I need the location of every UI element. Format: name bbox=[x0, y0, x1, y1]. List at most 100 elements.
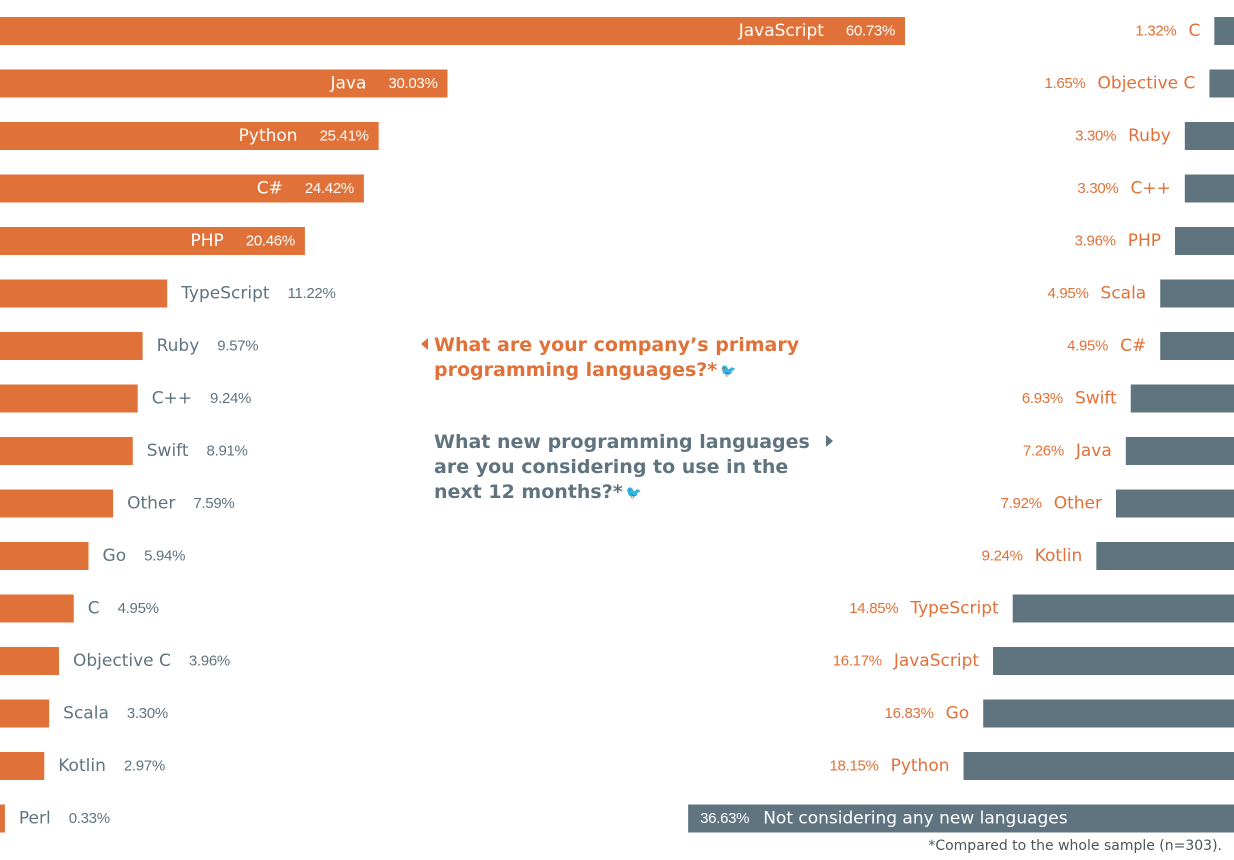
bar-primary-objective-c bbox=[0, 647, 60, 675]
category-label-new-c: C# bbox=[1120, 336, 1146, 356]
bar-new-not-considering-any-new-languages bbox=[688, 804, 1234, 833]
value-label-new-c: 4.95% bbox=[1067, 338, 1108, 355]
value-label-new-javascript: 16.17% bbox=[833, 653, 882, 670]
category-label-primary-other: Other bbox=[127, 494, 175, 514]
category-label-primary-java: Java bbox=[330, 74, 367, 94]
value-label-primary-scala: 3.30% bbox=[127, 705, 168, 722]
category-label-primary-objective-c: Objective C bbox=[73, 651, 171, 671]
category-label-new-typescript: TypeScript bbox=[909, 599, 999, 619]
bar-primary-java bbox=[0, 69, 448, 98]
twitter-bird-icon[interactable]: 🐦 bbox=[625, 486, 642, 501]
bar-new-javascript bbox=[993, 647, 1234, 675]
category-label-primary-perl: Perl bbox=[19, 809, 51, 829]
primary-languages-question: What are your company’s primary programm… bbox=[434, 333, 824, 384]
bar-primary-swift bbox=[0, 437, 133, 465]
value-label-primary-kotlin: 2.97% bbox=[124, 758, 165, 775]
category-label-new-c: C++ bbox=[1130, 179, 1170, 199]
value-label-new-c: 1.32% bbox=[1135, 23, 1176, 40]
category-label-new-ruby: Ruby bbox=[1128, 126, 1171, 146]
bar-new-other bbox=[1115, 489, 1234, 518]
footnote: *Compared to the whole sample (n=303). bbox=[928, 838, 1222, 854]
category-label-new-java: Java bbox=[1075, 441, 1112, 461]
category-label-primary-c: C bbox=[88, 599, 100, 619]
bar-new-ruby bbox=[1184, 122, 1234, 150]
value-label-primary-c: 24.42% bbox=[305, 180, 354, 197]
value-label-primary-typescript: 11.22% bbox=[288, 285, 336, 302]
bar-primary-perl bbox=[0, 804, 5, 833]
bar-primary-typescript bbox=[0, 279, 168, 308]
value-label-primary-c: 9.24% bbox=[210, 390, 251, 407]
value-label-primary-other: 7.59% bbox=[193, 495, 234, 512]
value-label-new-kotlin: 9.24% bbox=[982, 548, 1023, 565]
value-label-new-c: 3.30% bbox=[1077, 180, 1118, 197]
bar-new-c bbox=[1184, 174, 1234, 203]
value-label-new-swift: 6.93% bbox=[1022, 390, 1063, 407]
category-label-primary-go: Go bbox=[103, 546, 127, 566]
bar-primary-other bbox=[0, 489, 114, 518]
value-label-primary-ruby: 9.57% bbox=[217, 338, 258, 355]
bar-primary-python bbox=[0, 122, 379, 150]
bar-primary-ruby bbox=[0, 332, 143, 360]
value-label-primary-go: 5.94% bbox=[144, 548, 185, 565]
bar-primary-javascript bbox=[0, 17, 905, 45]
value-label-new-other: 7.92% bbox=[1001, 495, 1042, 512]
category-label-primary-scala: Scala bbox=[63, 704, 109, 724]
category-label-primary-php: PHP bbox=[191, 231, 224, 251]
value-label-new-ruby: 3.30% bbox=[1075, 128, 1116, 145]
bar-new-kotlin bbox=[1096, 542, 1234, 570]
value-label-primary-javascript: 60.73% bbox=[846, 23, 895, 40]
category-label-primary-python: Python bbox=[239, 126, 298, 146]
bar-new-python bbox=[963, 752, 1234, 780]
value-label-new-python: 18.15% bbox=[830, 758, 879, 775]
bar-primary-php bbox=[0, 227, 305, 255]
value-label-new-objective-c: 1.65% bbox=[1044, 75, 1085, 92]
value-label-primary-c: 4.95% bbox=[118, 600, 159, 617]
bar-primary-c bbox=[0, 384, 138, 413]
bar-new-php bbox=[1174, 227, 1234, 255]
arrow-right-icon bbox=[826, 435, 833, 447]
bar-new-objective-c bbox=[1209, 69, 1234, 98]
value-label-primary-swift: 8.91% bbox=[207, 443, 248, 460]
value-label-new-scala: 4.95% bbox=[1047, 285, 1088, 302]
category-label-new-objective-c: Objective C bbox=[1098, 74, 1196, 94]
category-label-new-other: Other bbox=[1054, 494, 1102, 514]
bar-primary-c bbox=[0, 174, 364, 203]
value-label-new-php: 3.96% bbox=[1075, 233, 1116, 250]
value-label-primary-php: 20.46% bbox=[246, 233, 295, 250]
bar-new-typescript bbox=[1012, 594, 1234, 623]
bar-primary-c bbox=[0, 594, 74, 623]
bar-primary-kotlin bbox=[0, 752, 45, 780]
value-label-new-typescript: 14.85% bbox=[849, 600, 898, 617]
bar-new-go bbox=[983, 699, 1234, 728]
value-label-new-java: 7.26% bbox=[1023, 443, 1064, 460]
category-label-new-kotlin: Kotlin bbox=[1035, 546, 1083, 566]
bar-primary-scala bbox=[0, 699, 50, 728]
bar-new-swift bbox=[1130, 384, 1234, 413]
new-languages-question: What new programming languages are you c… bbox=[434, 430, 824, 506]
bar-primary-go bbox=[0, 542, 89, 570]
category-label-new-swift: Swift bbox=[1075, 389, 1117, 409]
twitter-bird-icon[interactable]: 🐦 bbox=[720, 364, 737, 379]
category-label-primary-ruby: Ruby bbox=[157, 336, 200, 356]
value-label-primary-objective-c: 3.96% bbox=[189, 653, 230, 670]
category-label-new-c: C bbox=[1188, 21, 1200, 41]
arrow-left-icon bbox=[421, 338, 428, 350]
bar-new-c bbox=[1214, 17, 1234, 45]
category-label-new-javascript: JavaScript bbox=[893, 651, 980, 671]
bar-new-java bbox=[1125, 437, 1234, 465]
value-label-primary-java: 30.03% bbox=[388, 75, 437, 92]
category-label-new-not-considering-any-new-languages: Not considering any new languages bbox=[763, 809, 1068, 829]
bar-new-scala bbox=[1160, 279, 1234, 308]
category-label-new-go: Go bbox=[946, 704, 970, 724]
value-label-new-not-considering-any-new-languages: 36.63% bbox=[700, 810, 749, 827]
category-label-primary-swift: Swift bbox=[147, 441, 189, 461]
value-label-new-go: 16.83% bbox=[885, 705, 934, 722]
category-label-new-php: PHP bbox=[1128, 231, 1161, 251]
category-label-new-python: Python bbox=[891, 756, 950, 776]
category-label-primary-c: C# bbox=[257, 179, 283, 199]
category-label-new-scala: Scala bbox=[1101, 284, 1147, 304]
category-label-primary-javascript: JavaScript bbox=[738, 21, 825, 41]
category-label-primary-c: C++ bbox=[152, 389, 192, 409]
category-label-primary-kotlin: Kotlin bbox=[58, 756, 106, 776]
